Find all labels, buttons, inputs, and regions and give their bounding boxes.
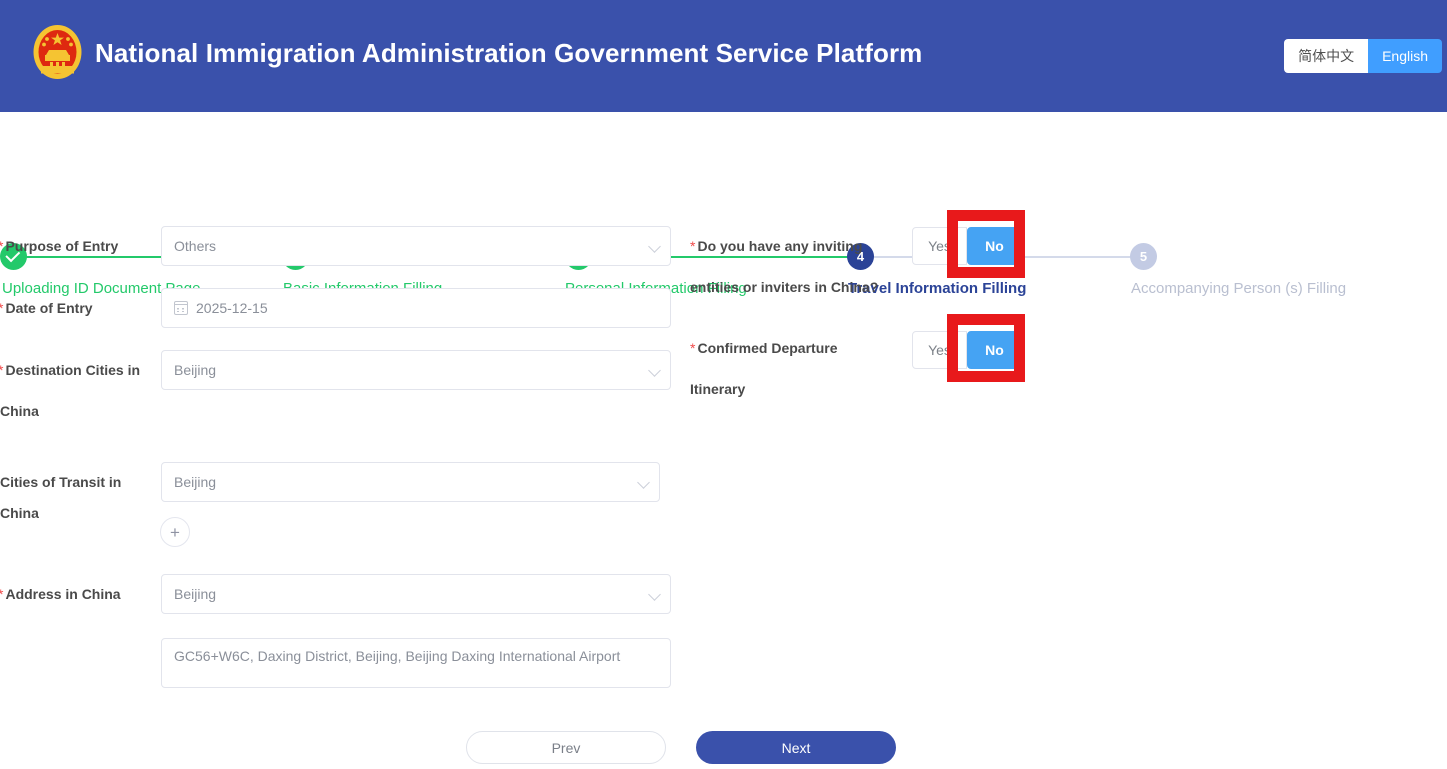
label-confirmed-departure: * Confirmed Departure	[690, 328, 920, 368]
language-switcher[interactable]: 简体中文 English	[1284, 39, 1442, 73]
select-value: Beijing	[174, 362, 217, 378]
toggle-confirmed-departure-yes[interactable]: Yes	[912, 331, 967, 369]
select-purpose-of-entry[interactable]: Others	[161, 226, 671, 266]
toggle-inviting-entities[interactable]: Yes No	[912, 227, 1022, 265]
prev-button[interactable]: Prev	[466, 731, 666, 764]
toggle-confirmed-departure-no[interactable]: No	[967, 331, 1022, 369]
label-text: Confirmed Departure	[697, 340, 838, 356]
step-label-1: Uploading ID Document Page	[2, 280, 201, 297]
label-text: Date of Entry	[5, 300, 93, 316]
label-inviting-entities-line2: entities or inviters in China?	[690, 279, 879, 295]
select-value: Beijing	[174, 586, 217, 602]
label-text: Address in China	[5, 586, 121, 602]
lang-option-en[interactable]: English	[1368, 39, 1442, 73]
required-marker: *	[690, 340, 696, 356]
china-national-emblem-icon	[30, 22, 85, 86]
select-cities-of-transit[interactable]: Beijing	[161, 462, 660, 502]
label-text: Purpose of Entry	[5, 238, 119, 254]
label-inviting-entities: * Do you have any inviting	[690, 226, 920, 266]
address-detail-value: GC56+W6C, Daxing District, Beijing, Beij…	[174, 648, 621, 664]
step-node-5[interactable]: 5	[1130, 243, 1157, 270]
chevron-down-icon	[648, 364, 661, 377]
lang-option-zh[interactable]: 简体中文	[1284, 39, 1369, 73]
chevron-down-icon	[637, 476, 650, 489]
page-title: National Immigration Administration Gove…	[95, 38, 923, 68]
label-purpose-of-entry: *Purpose of Entry	[0, 226, 150, 266]
label-text: Cities of Transit in	[0, 474, 122, 490]
calendar-icon	[174, 301, 188, 315]
step-connector-1	[13, 256, 295, 258]
required-marker: *	[0, 238, 3, 254]
chevron-down-icon	[648, 588, 661, 601]
label-destination-cities: *Destination Cities in	[0, 350, 150, 390]
step-connector-3	[578, 256, 861, 258]
required-marker: *	[690, 238, 696, 254]
next-button[interactable]: Next	[696, 731, 896, 764]
date-input-date-of-entry[interactable]: 2025-12-15	[161, 288, 671, 328]
toggle-inviting-entities-no[interactable]: No	[967, 227, 1022, 265]
select-destination-cities[interactable]: Beijing	[161, 350, 671, 390]
travel-information-form: *Purpose of Entry Others *Date of Entry …	[0, 200, 1447, 769]
app-header: National Immigration Administration Gove…	[0, 0, 1447, 112]
required-marker: *	[0, 362, 3, 378]
toggle-confirmed-departure[interactable]: Yes No	[912, 331, 1022, 369]
label-confirmed-departure-line2: Itinerary	[690, 381, 746, 397]
label-text: Destination Cities in	[5, 362, 141, 378]
date-value: 2025-12-15	[196, 300, 268, 316]
chevron-down-icon	[648, 240, 661, 253]
label-date-of-entry: *Date of Entry	[0, 288, 150, 328]
step-node-1[interactable]	[0, 243, 27, 270]
select-value: Others	[174, 238, 217, 254]
toggle-inviting-entities-yes[interactable]: Yes	[912, 227, 967, 265]
plus-icon: +	[170, 522, 180, 542]
address-detail-textarea[interactable]: GC56+W6C, Daxing District, Beijing, Beij…	[161, 638, 671, 688]
label-cities-of-transit-line2: China	[0, 505, 39, 521]
step-label-4: Travel Information Filling	[848, 280, 1027, 297]
label-address-in-china: *Address in China	[0, 574, 150, 614]
add-transit-city-button[interactable]: +	[160, 517, 190, 547]
progress-steps: 4 5 Uploading ID Document Page Basic Inf…	[0, 112, 1447, 297]
required-marker: *	[0, 586, 3, 602]
required-marker: *	[0, 300, 3, 316]
label-destination-cities-line2: China	[0, 403, 39, 419]
select-address-in-china[interactable]: Beijing	[161, 574, 671, 614]
label-text: Do you have any inviting	[697, 238, 863, 254]
select-value: Beijing	[174, 474, 217, 490]
step-node-4[interactable]: 4	[847, 243, 874, 270]
label-cities-of-transit: Cities of Transit in	[0, 462, 152, 502]
step-label-5: Accompanying Person (s) Filling	[1131, 280, 1347, 297]
